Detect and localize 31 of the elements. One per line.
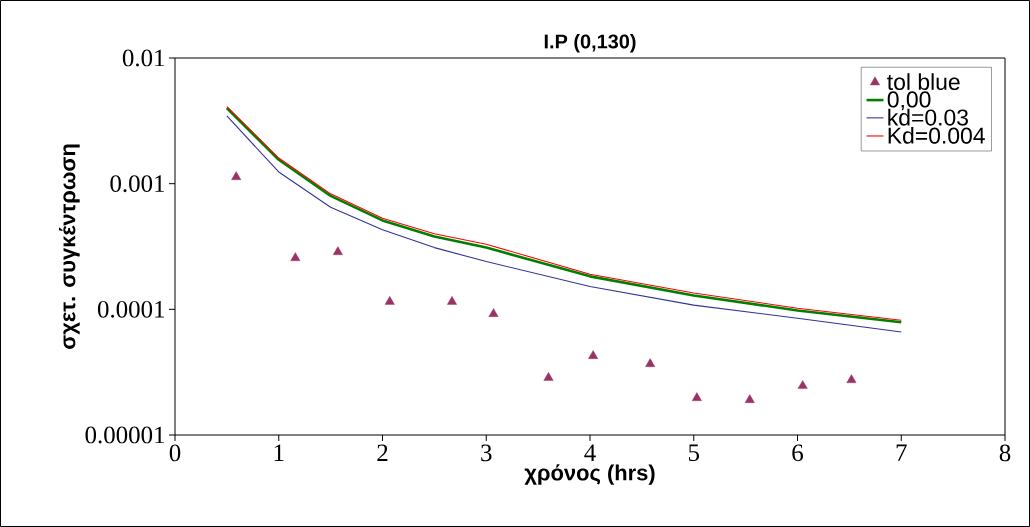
x-tick-label: 8 [999, 444, 1011, 462]
chart-title: I.P (0,130) [544, 33, 636, 53]
x-axis-title: χρόνος (hrs) [524, 464, 655, 485]
legend-label: tol blue [887, 73, 960, 91]
point [797, 380, 808, 389]
x-tick-label: 2 [377, 444, 388, 461]
point [588, 350, 599, 359]
y-axis-title: σχετ. συγκέντρωση [59, 144, 80, 349]
x-tick-label: 6 [792, 444, 803, 462]
point [447, 296, 457, 305]
point [384, 296, 395, 305]
x-tick-label: 0 [169, 444, 181, 462]
point [645, 358, 656, 367]
point [846, 374, 857, 383]
point [332, 246, 343, 255]
y-tick-label: 0.01 [122, 49, 164, 67]
point [543, 372, 554, 381]
y-tick-label: 0.0001 [97, 300, 164, 318]
point [488, 308, 499, 317]
x-tick-label: 7 [896, 444, 907, 461]
point [231, 171, 242, 180]
x-tick-label: 1 [274, 444, 284, 461]
x-tick-label: 3 [481, 444, 492, 462]
x-tick-label: 5 [688, 444, 700, 462]
legend-label: Kd=0.004 [888, 126, 985, 144]
point [691, 392, 702, 401]
point [290, 252, 301, 261]
y-tick-label: 0.00001 [85, 426, 164, 444]
y-tick-label: 0.001 [110, 175, 164, 193]
point [744, 394, 755, 403]
x-tick-label: 4 [584, 444, 596, 461]
